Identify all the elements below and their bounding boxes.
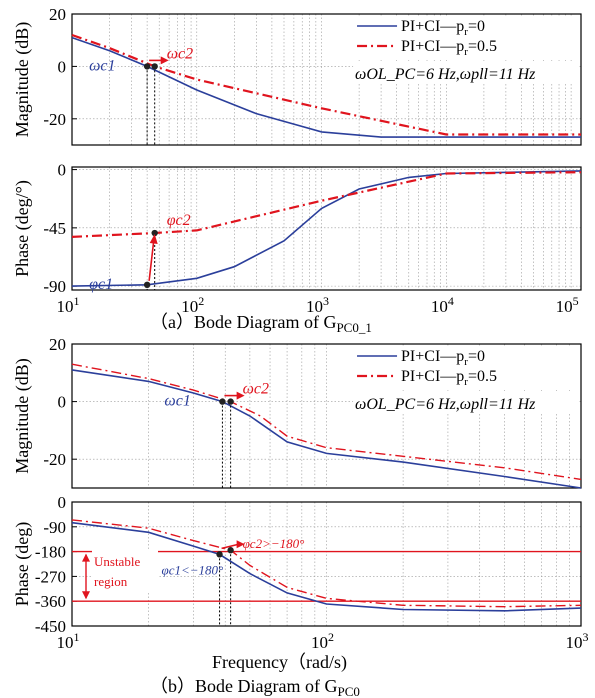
y-axis-label: Magnitude (dB) [12,358,33,473]
y-tick-label: -180 [35,543,66,562]
y-tick-label: 20 [49,5,66,24]
shift-arrow-head [149,234,158,245]
y-tick-label: -20 [43,450,66,469]
y-axis-label: Phase (deg) [12,522,33,606]
marker-point [143,63,151,70]
x-tick-label: 104 [431,294,454,316]
marker-point [216,551,223,558]
marker-label: φc1<−180° [162,562,224,577]
caption-b: （b）Bode Diagram of GPC0 [150,676,360,698]
shift-arrow [221,543,239,550]
marker-label: ωc2 [243,381,269,398]
axes-frame [71,343,582,489]
y-tick-label: 0 [58,161,67,180]
legend-bg [353,346,579,390]
series-line-pr05 [71,519,582,608]
legend-entry: PI+CI—pr=0.5 [401,38,497,58]
panel-b-magnitude: 20 0 -20 Magnitude (dB) ωc1 ωc2 PI+CI—pr=0PI+C… [12,335,582,489]
panel-a-magnitude: 20 0 -20 Magnitude (dB) ωc1 ωc2 PI+CI—pr=0PI+C… [12,5,582,146]
y-tick-label: -270 [35,567,66,586]
y-tick-label: -45 [43,219,66,238]
region-bg [92,550,158,593]
marker-label: φc2>−180° [243,536,305,551]
annotation-bg [353,62,579,84]
marker-point [151,63,158,70]
legend-entry: PI+CI—pr=0.5 [401,368,497,388]
marker-point [151,229,158,237]
series-line-pr05 [71,33,581,136]
y-tick-label: 20 [49,335,66,354]
x-tick-label: 102 [311,630,334,652]
grid-lines [71,167,581,290]
marker-label: ωc1 [89,57,115,74]
series-line-pr05 [71,171,582,238]
y-axis-label: Magnitude (dB) [12,22,33,137]
x-tick-label: 103 [566,630,589,652]
annotation-text: ωOL_PC=6 Hz,ωpll=11 Hz [355,66,536,83]
axes-frame [71,166,582,291]
shift-arrow [148,240,155,281]
axes-frame [71,501,582,627]
y-tick-label: -20 [43,110,66,129]
y-tick-label: -360 [35,592,66,611]
legend-bg [353,16,579,60]
caption-a: （a）Bode Diagram of GPC0_1 [150,312,372,335]
x-tick-label: 101 [57,630,80,652]
region-label-line2: region [94,574,128,589]
annotation-text: ωOL_PC=6 Hz,ωpll=11 Hz [355,396,536,413]
x-tick-label: 105 [556,294,579,316]
arrow-head-up [82,553,90,562]
annotation-bg [353,392,579,414]
legend-entry: PI+CI—pr=0 [401,18,485,38]
series-line-pr0 [71,369,582,489]
y-axis-label: Phase (deg/°) [12,180,33,277]
x-tick-label: 102 [181,294,204,316]
marker-point [227,398,234,405]
y-tick-label: 0 [58,493,67,512]
marker-label: ωc2 [167,45,193,62]
y-tick-label: -90 [43,518,66,537]
marker-point [227,547,234,554]
series-line-pr05 [71,363,582,481]
arrow-head-down [82,591,90,600]
x-tick-label: 103 [306,294,329,316]
series-line-pr0 [71,170,582,287]
y-tick-label: 0 [58,57,67,76]
y-tick-label: -450 [35,617,66,636]
legend-entry: PI+CI—pr=0 [401,348,485,368]
marker-point [219,398,226,405]
axes-frame [71,13,582,146]
series-line-pr0 [71,521,582,612]
xlabel-b: Frequency（rad/s) [212,652,347,673]
series-line-pr0 [71,36,581,138]
marker-label: φc1 [89,276,113,293]
x-tick-label: 101 [57,294,80,316]
shift-arrow-head [236,391,245,400]
region-label-line1: Unstable [94,554,140,569]
y-tick-label: -90 [43,277,66,296]
shift-arrow-head [160,56,169,65]
marker-point [143,281,151,289]
marker-label: φc2 [167,212,191,229]
shift-arrow-head [236,540,245,549]
marker-label: ωc1 [164,393,190,410]
y-tick-label: 0 [58,393,67,412]
